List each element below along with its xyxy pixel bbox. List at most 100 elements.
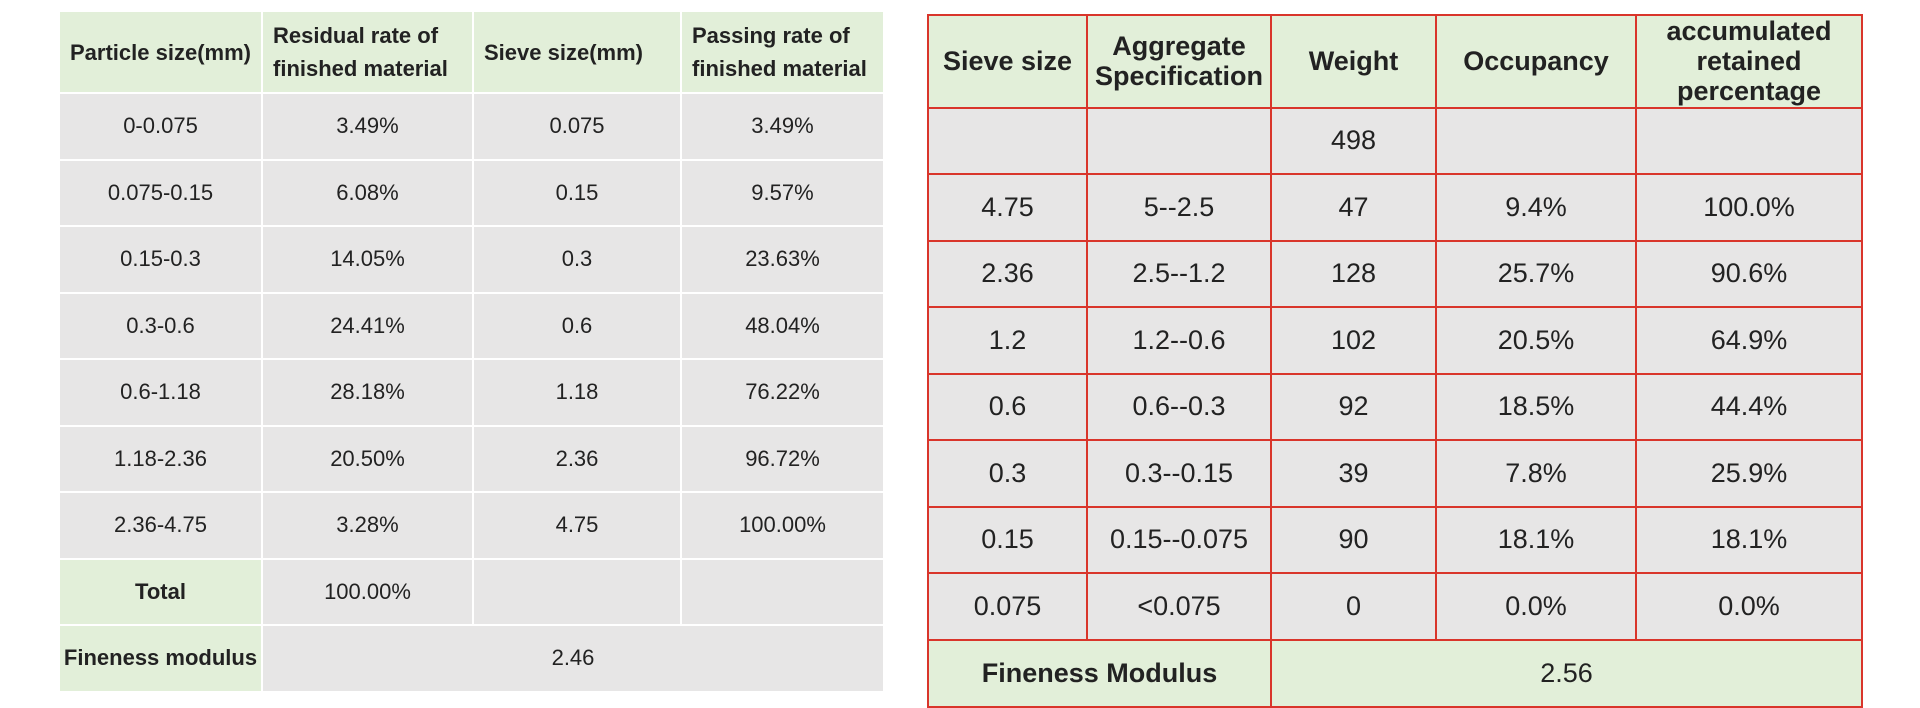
table-cell: 4.75 — [927, 173, 1088, 242]
column-header: Passing rate of finished material — [680, 10, 885, 94]
column-header: accumulated retained percentage — [1635, 14, 1863, 109]
table-cell: 2.36 — [927, 239, 1088, 309]
table-cell: 0.15 — [927, 505, 1088, 575]
table-row: 0.3 0.3--0.15 39 7.8% 25.9% — [927, 439, 1863, 508]
table-cell: 0.6 — [927, 372, 1088, 442]
column-header: Occupancy — [1435, 14, 1637, 109]
table-row: 0.6 0.6--0.3 92 18.5% 44.4% — [927, 372, 1863, 442]
table-cell: 96.72% — [680, 424, 885, 493]
table-header-row: Sieve size Aggregate Specification Weigh… — [927, 14, 1863, 109]
table-cell: 3.49% — [261, 92, 474, 161]
table-cell: 20.5% — [1435, 306, 1637, 375]
column-header: Weight — [1270, 14, 1437, 109]
fineness-modulus-label: Fineness Modulus — [927, 638, 1272, 708]
table-row: 0.6-1.18 28.18% 1.18 76.22% — [58, 358, 885, 427]
table-cell: 0.0% — [1435, 572, 1637, 641]
table-cell — [1086, 106, 1272, 176]
sieve-analysis-table: Sieve size Aggregate Specification Weigh… — [927, 14, 1863, 708]
table-cell: 100.00% — [680, 491, 885, 560]
table-cell: 3.28% — [261, 491, 474, 560]
table-cell: 102 — [1270, 306, 1437, 375]
table-row: 0.3-0.6 24.41% 0.6 48.04% — [58, 291, 885, 360]
table-cell: 1.18 — [472, 358, 682, 427]
table-cell: 0.3 — [927, 439, 1088, 508]
table-cell — [1435, 106, 1637, 176]
table-cell: 18.1% — [1435, 505, 1637, 575]
table-cell: 0.3 — [472, 225, 682, 294]
total-label: Total — [58, 557, 263, 626]
table-cell: 5--2.5 — [1086, 173, 1272, 242]
table-cell: 0.15--0.075 — [1086, 505, 1272, 575]
table-row: 1.2 1.2--0.6 102 20.5% 64.9% — [927, 306, 1863, 375]
table-cell: 39 — [1270, 439, 1437, 508]
table-cell — [1635, 106, 1863, 176]
residual-passing-rate-table: Particle size(mm) Residual rate of finis… — [58, 10, 885, 693]
table-row: 0.075-0.15 6.08% 0.15 9.57% — [58, 158, 885, 227]
table-cell — [472, 557, 682, 626]
table-cell: 0-0.075 — [58, 92, 263, 161]
table-row: 0.15 0.15--0.075 90 18.1% 18.1% — [927, 505, 1863, 575]
table-cell: 9.4% — [1435, 173, 1637, 242]
table-cell: 0.6--0.3 — [1086, 372, 1272, 442]
table-cell — [927, 106, 1088, 176]
column-header: Aggregate Specification — [1086, 14, 1272, 109]
fineness-modulus-value: 2.46 — [261, 624, 885, 693]
column-header: Sieve size(mm) — [472, 10, 682, 94]
fineness-modulus-value: 2.56 — [1270, 638, 1863, 708]
table-cell: 47 — [1270, 173, 1437, 242]
table-cell: 2.36-4.75 — [58, 491, 263, 560]
total-value: 100.00% — [261, 557, 474, 626]
table-cell: 0.3-0.6 — [58, 291, 263, 360]
table-cell: 24.41% — [261, 291, 474, 360]
table-cell: 6.08% — [261, 158, 474, 227]
table-cell: 7.8% — [1435, 439, 1637, 508]
table-cell: 92 — [1270, 372, 1437, 442]
table-cell: 0.6 — [472, 291, 682, 360]
table-cell: 0.3--0.15 — [1086, 439, 1272, 508]
table-cell: 0.15 — [472, 158, 682, 227]
table-cell: 0.0% — [1635, 572, 1863, 641]
table-cell: 25.9% — [1635, 439, 1863, 508]
table-cell: 28.18% — [261, 358, 474, 427]
table-cell: 0.15-0.3 — [58, 225, 263, 294]
table-cell: 18.1% — [1635, 505, 1863, 575]
table-cell — [680, 557, 885, 626]
table-cell: 3.49% — [680, 92, 885, 161]
table-cell: 2.36 — [472, 424, 682, 493]
table-cell: 20.50% — [261, 424, 474, 493]
table-cell: 1.2 — [927, 306, 1088, 375]
table-cell: 64.9% — [1635, 306, 1863, 375]
table-row: 2.36-4.75 3.28% 4.75 100.00% — [58, 491, 885, 560]
table-cell: 23.63% — [680, 225, 885, 294]
table-cell: 4.75 — [472, 491, 682, 560]
table-cell: 90 — [1270, 505, 1437, 575]
table-cell: 14.05% — [261, 225, 474, 294]
table-cell: 18.5% — [1435, 372, 1637, 442]
table-cell: 0.075 — [927, 572, 1088, 641]
table-row: 0-0.075 3.49% 0.075 3.49% — [58, 92, 885, 161]
table-cell: 1.18-2.36 — [58, 424, 263, 493]
table-cell: 44.4% — [1635, 372, 1863, 442]
total-weight-row: 498 — [927, 106, 1863, 176]
table-cell: 2.5--1.2 — [1086, 239, 1272, 309]
total-weight: 498 — [1270, 106, 1437, 176]
table-row: 0.075 <0.075 0 0.0% 0.0% — [927, 572, 1863, 641]
table-cell: 128 — [1270, 239, 1437, 309]
table-row: 2.36 2.5--1.2 128 25.7% 90.6% — [927, 239, 1863, 309]
table-cell: 90.6% — [1635, 239, 1863, 309]
fineness-modulus-row: Fineness Modulus 2.56 — [927, 638, 1863, 708]
table-cell: 0.075-0.15 — [58, 158, 263, 227]
table-cell: 48.04% — [680, 291, 885, 360]
total-row: Total 100.00% — [58, 557, 885, 626]
column-header: Particle size(mm) — [58, 10, 263, 94]
table-cell: <0.075 — [1086, 572, 1272, 641]
table-row: 1.18-2.36 20.50% 2.36 96.72% — [58, 424, 885, 493]
table-cell: 0.6-1.18 — [58, 358, 263, 427]
table-cell: 9.57% — [680, 158, 885, 227]
table-row: 4.75 5--2.5 47 9.4% 100.0% — [927, 173, 1863, 242]
table-cell: 0 — [1270, 572, 1437, 641]
column-header: Residual rate of finished material — [261, 10, 474, 94]
fineness-modulus-row: Fineness modulus 2.46 — [58, 624, 885, 693]
fineness-modulus-label: Fineness modulus — [58, 624, 263, 693]
table-cell: 25.7% — [1435, 239, 1637, 309]
